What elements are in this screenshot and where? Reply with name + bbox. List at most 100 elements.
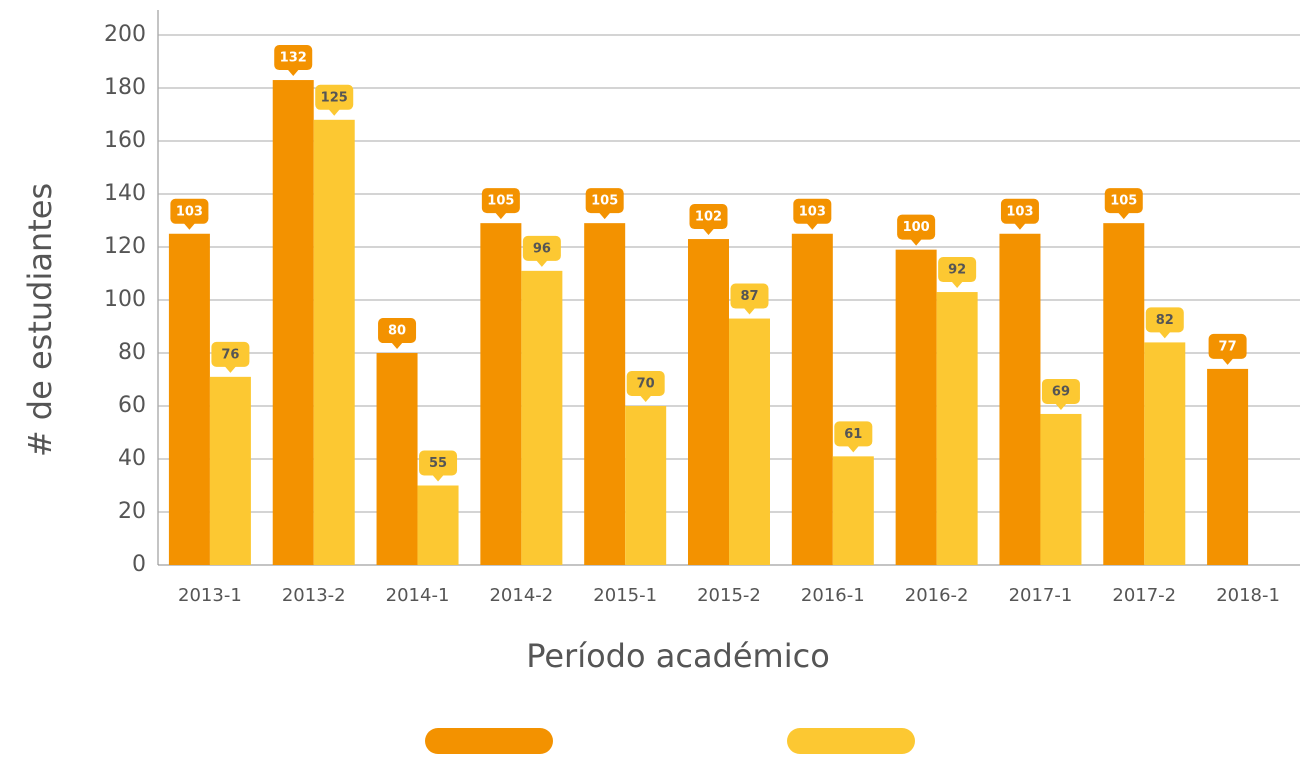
data-label-pointer bbox=[910, 238, 923, 246]
data-label: 87 bbox=[740, 289, 758, 304]
bar bbox=[313, 119, 355, 566]
bar bbox=[209, 376, 251, 565]
data-label-pointer bbox=[494, 212, 507, 220]
bar bbox=[832, 456, 874, 565]
y-axis-title: # de estudiantes bbox=[21, 183, 59, 457]
data-label: 55 bbox=[429, 456, 447, 471]
bar bbox=[625, 406, 667, 565]
y-tick-label: 40 bbox=[118, 446, 146, 471]
bar bbox=[791, 233, 833, 565]
data-label: 125 bbox=[321, 90, 348, 105]
y-tick-label: 80 bbox=[118, 340, 146, 365]
x-tick-label: 2014-2 bbox=[489, 585, 553, 606]
data-label: 96 bbox=[533, 241, 551, 256]
data-label-pointer bbox=[598, 212, 611, 220]
data-label-bubble bbox=[419, 450, 458, 476]
bar bbox=[480, 223, 522, 565]
bar bbox=[272, 80, 314, 566]
data-label-pointer bbox=[535, 259, 548, 267]
data-label: 132 bbox=[280, 51, 307, 66]
data-label: 103 bbox=[1006, 204, 1033, 219]
bar bbox=[688, 239, 729, 566]
x-tick-label: 2016-1 bbox=[801, 585, 865, 606]
data-label-pointer bbox=[1117, 212, 1130, 220]
data-label-bubble bbox=[315, 84, 354, 110]
data-label-bubble bbox=[730, 283, 769, 309]
data-label: 82 bbox=[1156, 313, 1174, 328]
bar bbox=[999, 233, 1041, 565]
y-tick-label: 20 bbox=[118, 499, 146, 524]
data-label-bubble bbox=[1041, 378, 1080, 404]
data-label-pointer bbox=[1158, 331, 1171, 339]
data-label-bubble bbox=[1208, 333, 1247, 359]
data-label-pointer bbox=[1221, 357, 1234, 365]
data-label-pointer bbox=[432, 474, 445, 482]
data-label-pointer bbox=[743, 307, 756, 315]
bar bbox=[417, 485, 459, 565]
x-tick-label: 2018-1 bbox=[1216, 585, 1280, 606]
y-tick-label: 140 bbox=[104, 181, 146, 206]
data-label: 102 bbox=[695, 210, 722, 225]
data-label-bubble bbox=[170, 198, 209, 224]
y-tick-label: 0 bbox=[132, 552, 146, 577]
data-label: 76 bbox=[221, 347, 239, 362]
y-tick-label: 180 bbox=[104, 75, 146, 100]
data-label-pointer bbox=[639, 395, 652, 402]
data-label: 103 bbox=[176, 204, 203, 219]
data-label-pointer bbox=[806, 222, 819, 230]
data-label-pointer bbox=[951, 281, 964, 289]
x-tick-label: 2014-1 bbox=[386, 585, 450, 606]
data-label-bubble bbox=[1000, 198, 1039, 224]
x-axis-title: Período académico bbox=[526, 637, 830, 675]
data-label-pointer bbox=[287, 69, 300, 77]
data-label-bubble bbox=[1104, 188, 1143, 214]
y-tick-label: 200 bbox=[104, 22, 146, 47]
x-tick-label: 2017-2 bbox=[1112, 585, 1176, 606]
data-label: 92 bbox=[948, 263, 966, 278]
data-label-bubble bbox=[793, 198, 832, 224]
data-label-bubble bbox=[522, 235, 561, 261]
data-label: 69 bbox=[1052, 384, 1070, 399]
data-label-pointer bbox=[1013, 222, 1026, 230]
data-label-bubble bbox=[585, 188, 624, 214]
bar bbox=[584, 223, 626, 565]
data-label-bubble bbox=[626, 371, 665, 396]
x-tick-label: 2015-2 bbox=[697, 585, 761, 606]
bar bbox=[168, 233, 210, 565]
data-label: 105 bbox=[591, 194, 618, 209]
x-tick-label: 2013-1 bbox=[178, 585, 242, 606]
data-label-bubble bbox=[689, 204, 728, 230]
x-tick-label: 2017-1 bbox=[1009, 585, 1073, 606]
bar bbox=[376, 353, 418, 565]
data-label-bubble bbox=[378, 318, 417, 343]
y-tick-label: 120 bbox=[104, 234, 146, 259]
data-label-bubble bbox=[938, 257, 977, 283]
y-tick-label: 60 bbox=[118, 393, 146, 418]
data-label-pointer bbox=[183, 222, 196, 230]
x-tick-label: 2016-2 bbox=[905, 585, 969, 606]
y-tick-label: 160 bbox=[104, 128, 146, 153]
data-label-pointer bbox=[847, 445, 860, 453]
data-label: 100 bbox=[903, 220, 930, 235]
bar bbox=[1103, 223, 1145, 565]
data-label: 77 bbox=[1219, 339, 1237, 354]
data-label-pointer bbox=[391, 342, 404, 349]
data-label-bubble bbox=[274, 45, 313, 71]
data-label: 61 bbox=[844, 427, 862, 442]
bar bbox=[895, 249, 937, 565]
data-label-pointer bbox=[328, 108, 341, 116]
data-label-pointer bbox=[1054, 402, 1067, 410]
bar bbox=[729, 318, 770, 565]
y-tick-label: 100 bbox=[104, 287, 146, 312]
bar bbox=[1144, 342, 1186, 565]
bar bbox=[521, 270, 563, 565]
bar bbox=[1040, 413, 1082, 565]
data-label: 80 bbox=[388, 324, 406, 339]
data-label: 103 bbox=[799, 204, 826, 219]
data-label-bubble bbox=[211, 341, 250, 367]
legend-swatch bbox=[787, 728, 915, 754]
data-label-bubble bbox=[834, 421, 873, 447]
data-label-bubble bbox=[897, 214, 936, 240]
bar bbox=[936, 292, 978, 565]
